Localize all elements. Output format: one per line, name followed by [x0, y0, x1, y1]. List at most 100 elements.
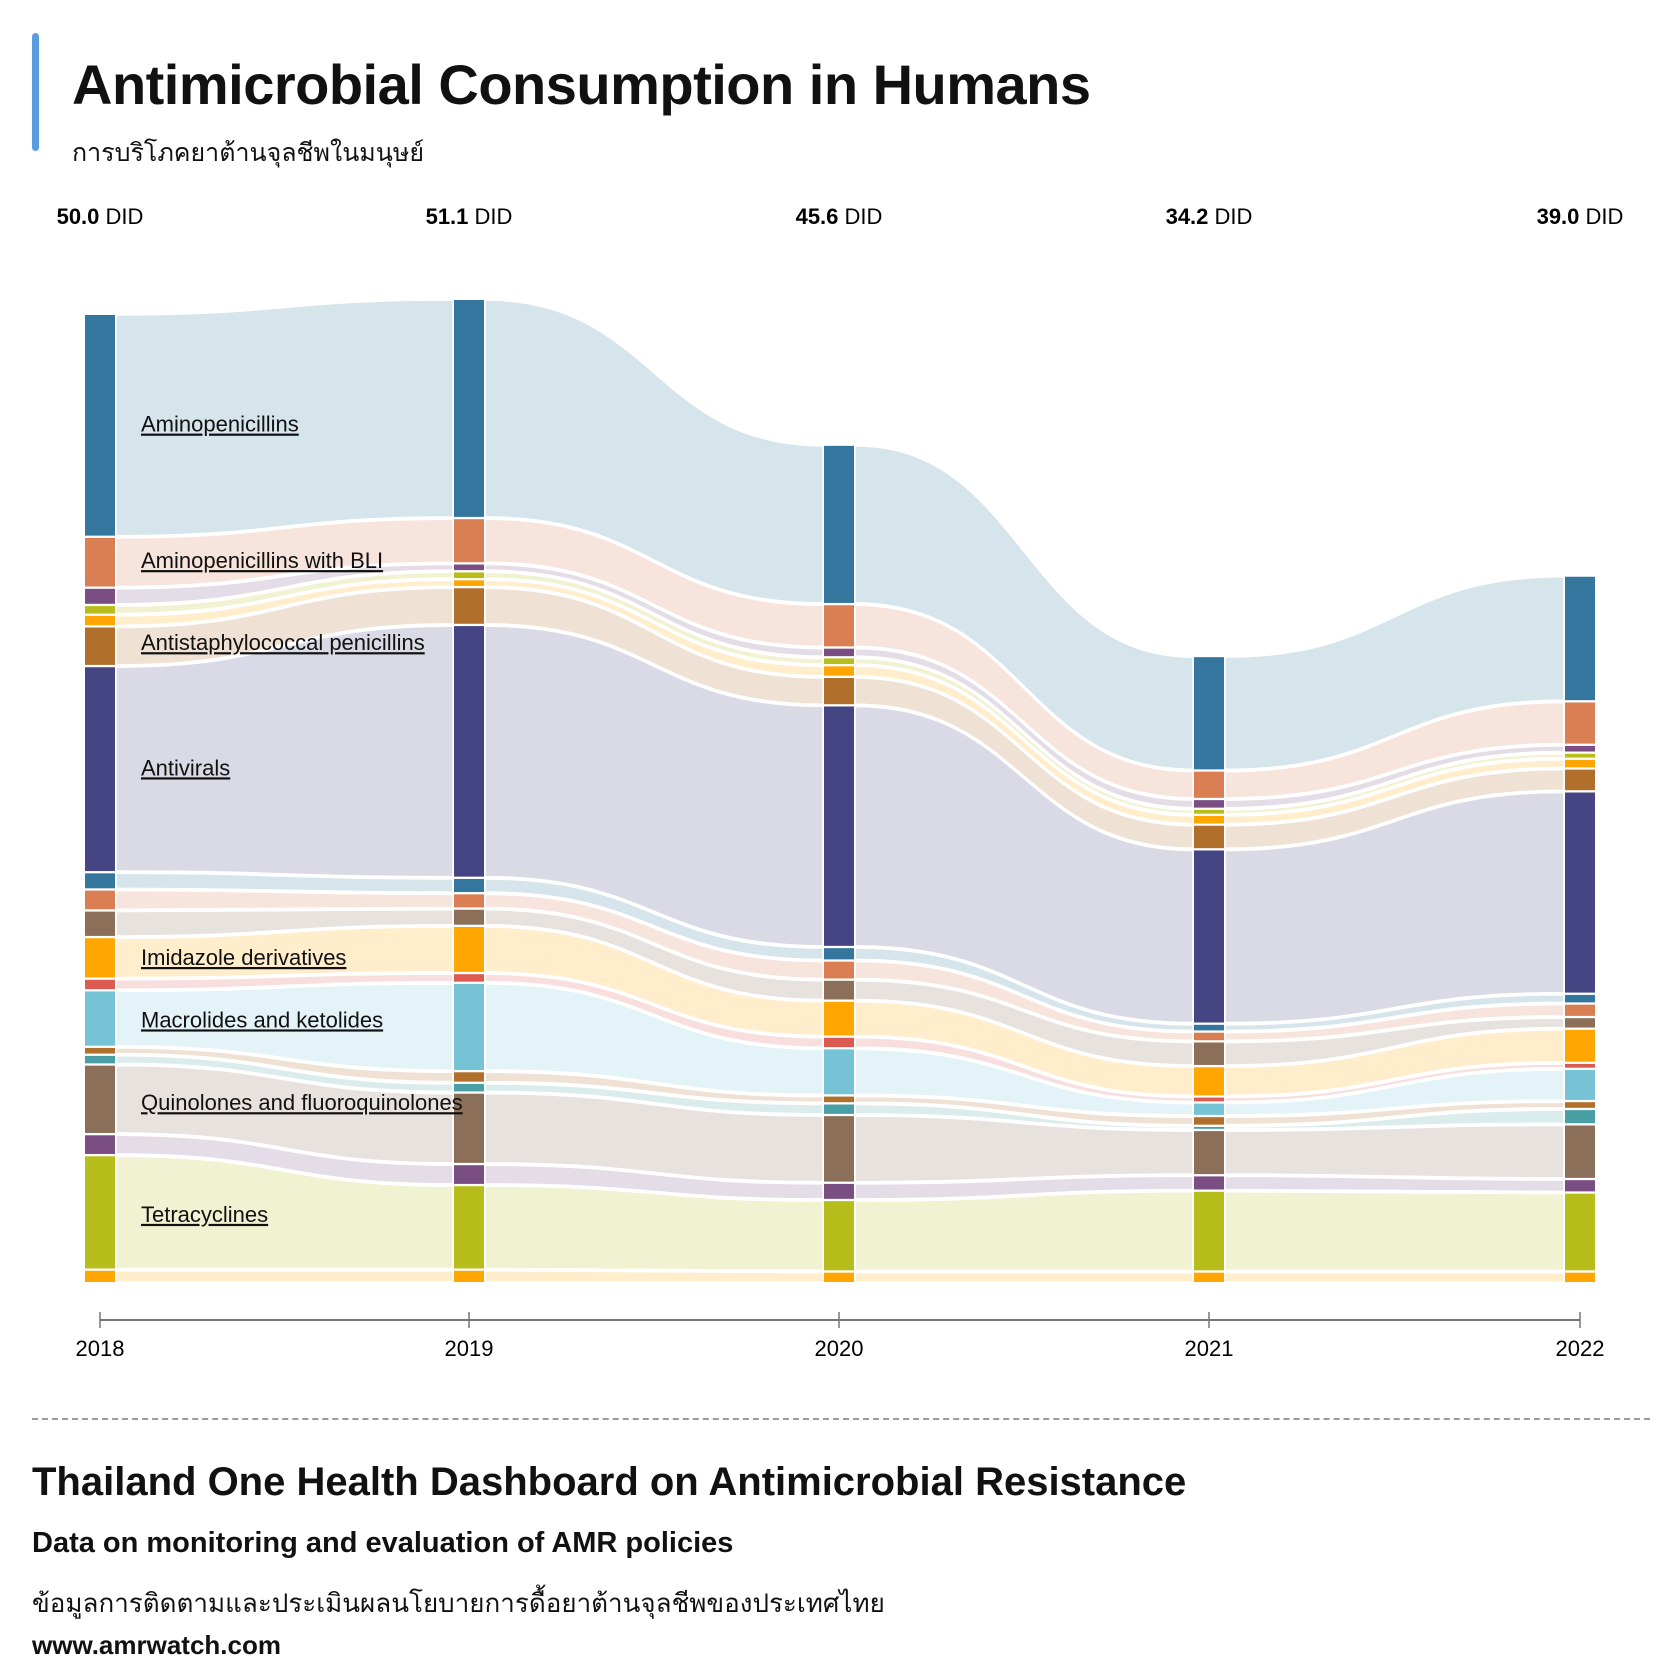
- node-series-13-2018[interactable]: [85, 1047, 115, 1054]
- node-series-16-2018[interactable]: [85, 1135, 115, 1154]
- node-tetracyclines-2019[interactable]: [454, 1186, 484, 1269]
- flow-quinolones-and-fluoroquinolones-2021-2022[interactable]: [1224, 1124, 1565, 1179]
- flow-series-13-2019-2020[interactable]: [484, 1071, 824, 1103]
- node-macrolides-and-ketolides-2021[interactable]: [1194, 1103, 1224, 1115]
- flow-quinolones-and-fluoroquinolones-2018-2019[interactable]: [115, 1064, 454, 1164]
- node-antistaphylococcal-penicillins-2021[interactable]: [1194, 825, 1224, 849]
- flow-tetracyclines-2019-2020[interactable]: [484, 1185, 824, 1272]
- node-antistaphylococcal-penicillins-2022[interactable]: [1565, 769, 1595, 791]
- flow-imidazole-derivatives-2018-2019[interactable]: [115, 926, 454, 979]
- node-aminopenicillins-2019[interactable]: [454, 299, 484, 517]
- flow-antistaphylococcal-penicillins-2018-2019[interactable]: [115, 587, 454, 666]
- flow-series-14-2018-2019[interactable]: [115, 1055, 454, 1093]
- node-aminopenicillins-2018[interactable]: [85, 314, 115, 536]
- flow-series-14-2019-2020[interactable]: [484, 1083, 824, 1115]
- node-series-8-2022[interactable]: [1565, 1004, 1595, 1016]
- node-quinolones-and-fluoroquinolones-2020[interactable]: [824, 1116, 854, 1182]
- flow-series-13-2018-2019[interactable]: [115, 1047, 454, 1083]
- node-macrolides-and-ketolides-2018[interactable]: [85, 991, 115, 1046]
- flow-series-3-2019-2020[interactable]: [484, 571, 824, 665]
- flow-macrolides-and-ketolides-2021-2022[interactable]: [1224, 1069, 1565, 1116]
- node-aminopenicillins-2022[interactable]: [1565, 576, 1595, 701]
- flow-series-7-2018-2019[interactable]: [115, 872, 454, 893]
- flow-series-18-2020-2021[interactable]: [854, 1271, 1194, 1283]
- node-series-13-2022[interactable]: [1565, 1102, 1595, 1108]
- node-series-9-2019[interactable]: [454, 909, 484, 925]
- flow-antistaphylococcal-penicillins-2020-2021[interactable]: [854, 677, 1194, 849]
- node-series-16-2020[interactable]: [824, 1183, 854, 1199]
- node-series-18-2018[interactable]: [85, 1270, 115, 1282]
- node-series-4-2021[interactable]: [1194, 815, 1224, 824]
- node-series-3-2022[interactable]: [1565, 753, 1595, 758]
- footer-url[interactable]: www.amrwatch.com: [32, 1630, 281, 1660]
- flow-series-4-2020-2021[interactable]: [854, 665, 1194, 825]
- flow-tetracyclines-2020-2021[interactable]: [854, 1191, 1194, 1272]
- flow-tetracyclines-2021-2022[interactable]: [1224, 1191, 1565, 1272]
- node-series-4-2020[interactable]: [824, 666, 854, 676]
- flow-aminopenicillins-with-bli-2020-2021[interactable]: [854, 604, 1194, 799]
- node-aminopenicillins-with-bli-2019[interactable]: [454, 519, 484, 563]
- node-macrolides-and-ketolides-2019[interactable]: [454, 983, 484, 1070]
- node-series-13-2020[interactable]: [824, 1096, 854, 1103]
- node-series-7-2018[interactable]: [85, 873, 115, 889]
- flow-series-11-2020-2021[interactable]: [854, 1037, 1194, 1103]
- flow-macrolides-and-ketolides-2019-2020[interactable]: [484, 983, 824, 1096]
- node-imidazole-derivatives-2021[interactable]: [1194, 1067, 1224, 1096]
- flow-series-7-2021-2022[interactable]: [1224, 994, 1565, 1032]
- node-series-11-2019[interactable]: [454, 974, 484, 982]
- flow-series-11-2019-2020[interactable]: [484, 973, 824, 1048]
- flow-antivirals-2018-2019[interactable]: [115, 625, 454, 878]
- node-series-2-2021[interactable]: [1194, 800, 1224, 808]
- node-series-4-2018[interactable]: [85, 615, 115, 626]
- node-antistaphylococcal-penicillins-2019[interactable]: [454, 588, 484, 624]
- flow-aminopenicillins-with-bli-2018-2019[interactable]: [115, 518, 454, 588]
- node-aminopenicillins-2020[interactable]: [824, 445, 854, 603]
- node-series-16-2022[interactable]: [1565, 1180, 1595, 1192]
- node-antivirals-2020[interactable]: [824, 706, 854, 946]
- flow-quinolones-and-fluoroquinolones-2019-2020[interactable]: [484, 1092, 824, 1183]
- node-series-9-2022[interactable]: [1565, 1018, 1595, 1028]
- node-series-2-2020[interactable]: [824, 648, 854, 657]
- node-antivirals-2019[interactable]: [454, 626, 484, 877]
- node-series-11-2020[interactable]: [824, 1037, 854, 1048]
- flow-series-8-2018-2019[interactable]: [115, 889, 454, 911]
- node-series-14-2018[interactable]: [85, 1055, 115, 1064]
- flow-series-9-2018-2019[interactable]: [115, 908, 454, 937]
- node-antistaphylococcal-penicillins-2018[interactable]: [85, 627, 115, 665]
- node-series-7-2019[interactable]: [454, 878, 484, 893]
- node-series-11-2018[interactable]: [85, 979, 115, 990]
- node-series-9-2018[interactable]: [85, 911, 115, 936]
- series-label-antistaphylococcal-penicillins[interactable]: Antistaphylococcal penicillins: [141, 630, 425, 655]
- flow-tetracyclines-2018-2019[interactable]: [115, 1155, 454, 1270]
- node-series-8-2019[interactable]: [454, 894, 484, 908]
- series-label-aminopenicillins[interactable]: Aminopenicillins: [141, 412, 299, 437]
- node-series-2-2022[interactable]: [1565, 745, 1595, 752]
- series-label-antivirals[interactable]: Antivirals: [141, 755, 230, 780]
- node-aminopenicillins-with-bli-2021[interactable]: [1194, 771, 1224, 798]
- node-series-11-2021[interactable]: [1194, 1097, 1224, 1102]
- flow-series-14-2020-2021[interactable]: [854, 1103, 1194, 1130]
- flow-series-9-2019-2020[interactable]: [484, 908, 824, 1001]
- flow-series-11-2018-2019[interactable]: [115, 973, 454, 990]
- series-label-quinolones-and-fluoroquinolones[interactable]: Quinolones and fluoroquinolones: [141, 1090, 463, 1115]
- node-series-3-2021[interactable]: [1194, 809, 1224, 814]
- node-series-3-2020[interactable]: [824, 658, 854, 665]
- node-aminopenicillins-with-bli-2022[interactable]: [1565, 702, 1595, 744]
- flow-series-9-2020-2021[interactable]: [854, 980, 1194, 1066]
- node-tetracyclines-2018[interactable]: [85, 1156, 115, 1269]
- flow-series-7-2020-2021[interactable]: [854, 947, 1194, 1032]
- node-series-14-2022[interactable]: [1565, 1110, 1595, 1124]
- node-antivirals-2022[interactable]: [1565, 792, 1595, 993]
- flow-series-18-2019-2020[interactable]: [484, 1270, 824, 1283]
- node-series-8-2021[interactable]: [1194, 1032, 1224, 1041]
- node-series-13-2019[interactable]: [454, 1072, 484, 1082]
- flow-antistaphylococcal-penicillins-2019-2020[interactable]: [484, 587, 824, 705]
- node-series-9-2020[interactable]: [824, 980, 854, 1000]
- flow-series-4-2018-2019[interactable]: [115, 579, 454, 626]
- flow-imidazole-derivatives-2019-2020[interactable]: [484, 926, 824, 1037]
- node-series-4-2022[interactable]: [1565, 759, 1595, 768]
- series-label-aminopenicillins-with-bli[interactable]: Aminopenicillins with BLI: [141, 548, 383, 573]
- flow-series-4-2019-2020[interactable]: [484, 579, 824, 677]
- node-aminopenicillins-with-bli-2020[interactable]: [824, 605, 854, 647]
- node-series-14-2020[interactable]: [824, 1104, 854, 1114]
